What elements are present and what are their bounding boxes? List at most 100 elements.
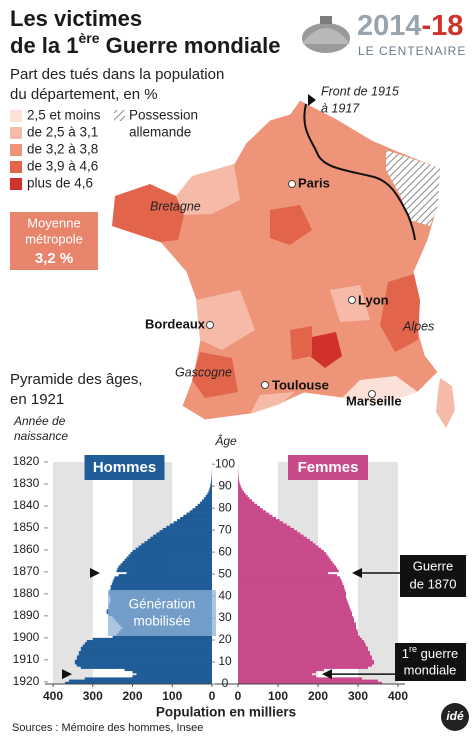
bar <box>238 547 322 551</box>
bar <box>238 681 382 685</box>
bar <box>238 532 301 535</box>
annotation: Génération <box>129 597 196 612</box>
average-value: 3,2 % <box>35 250 73 267</box>
bar <box>208 490 212 494</box>
bar <box>132 675 212 678</box>
bar <box>204 497 212 500</box>
bar <box>183 514 212 518</box>
bar <box>238 582 343 586</box>
bar <box>238 631 358 634</box>
bar <box>238 655 372 658</box>
bar <box>238 662 374 665</box>
city-label: Marseille <box>346 393 402 408</box>
y-tick-label: 0 <box>222 676 229 690</box>
bar <box>122 560 212 564</box>
legend-label: de 2,5 à 3,1 <box>27 125 98 140</box>
bar <box>238 545 319 549</box>
bar <box>238 675 316 678</box>
front-line <box>303 103 416 241</box>
bar <box>238 668 324 672</box>
bar <box>238 492 246 496</box>
annotation-part: 1 <box>402 646 409 661</box>
bar <box>238 530 298 533</box>
bar <box>238 479 240 483</box>
legend-label: plus de 4,6 <box>27 176 93 191</box>
bar <box>238 560 333 564</box>
bar <box>74 659 212 663</box>
city-label: Paris <box>298 175 330 190</box>
y-tick-label: 30 <box>218 610 232 624</box>
legend-swatch <box>114 110 125 121</box>
bar <box>238 527 294 531</box>
subtitle: Part des tués dans la population <box>10 66 224 83</box>
bar <box>74 662 212 665</box>
bar <box>238 578 342 581</box>
bar <box>238 611 352 614</box>
bar <box>166 525 212 529</box>
bar <box>238 637 362 641</box>
legend-swatch <box>10 127 22 139</box>
title-part: de la 1 <box>10 33 78 58</box>
bar <box>238 505 260 509</box>
bar <box>130 552 212 555</box>
chart-title: en 1921 <box>10 391 64 408</box>
bar <box>238 571 328 575</box>
legend-swatch <box>10 178 22 190</box>
bar <box>238 580 342 584</box>
title-part: Guerre mondiale <box>100 33 281 58</box>
bar <box>173 521 212 524</box>
legend-box <box>288 455 368 480</box>
bar <box>114 576 212 579</box>
bar <box>200 501 212 505</box>
annotation-box <box>400 555 466 597</box>
bar <box>112 635 212 639</box>
brand: idé <box>446 709 464 723</box>
bar <box>210 481 212 485</box>
region-fill <box>250 392 295 414</box>
city-label: Toulouse <box>272 377 329 392</box>
bar <box>159 530 212 533</box>
y2-tick-label: 1900 <box>13 630 40 644</box>
helmet <box>320 16 332 24</box>
legend-swatch <box>10 110 22 122</box>
y-tick-label: 70 <box>218 522 232 536</box>
x-axis-title: Population en milliers <box>156 705 296 720</box>
bar <box>238 677 362 680</box>
legend-swatch <box>10 161 22 173</box>
region-label: Alpes <box>402 319 434 333</box>
bar <box>238 501 255 505</box>
bar <box>113 578 212 581</box>
bar <box>238 648 368 652</box>
brand-badge <box>441 703 469 731</box>
bar <box>110 587 212 590</box>
city-dot <box>261 381 269 389</box>
front-label: Front de 1915 <box>321 84 399 98</box>
bar <box>238 574 338 577</box>
y2-tick-label: 1830 <box>13 476 40 490</box>
bar <box>238 536 307 540</box>
y2-tick-label: 1910 <box>13 652 40 666</box>
bar <box>238 670 316 674</box>
bar <box>124 558 212 562</box>
bar <box>238 585 344 588</box>
region-fill <box>330 285 370 322</box>
bar <box>205 494 212 498</box>
bar <box>238 646 368 650</box>
y-tick-label: 40 <box>218 588 232 602</box>
bar <box>238 642 366 645</box>
bar <box>238 593 346 597</box>
y-tick-label: 60 <box>218 544 232 558</box>
bar <box>238 653 370 656</box>
bar <box>238 503 258 507</box>
bar <box>68 679 213 683</box>
helmet <box>302 28 350 44</box>
bar <box>238 486 242 489</box>
bar <box>238 622 356 625</box>
bar <box>211 479 212 483</box>
bar <box>238 659 374 663</box>
annotation: mobilisée <box>133 614 190 629</box>
bar <box>177 519 212 522</box>
y-axis-title: Âge <box>214 433 237 448</box>
y-tick-label: 80 <box>218 500 232 514</box>
bar <box>238 664 372 667</box>
